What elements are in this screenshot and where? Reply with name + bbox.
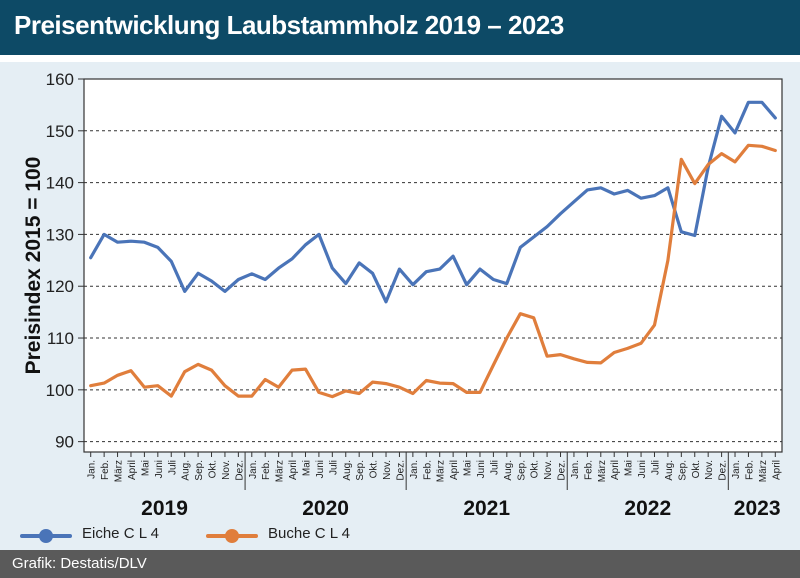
x-tick-label-14: März <box>275 460 286 482</box>
y-axis-label: Preisindex 2015 = 100 <box>22 157 45 375</box>
x-tick-label-29: Juni <box>476 460 487 478</box>
x-tick-label-20: Sep. <box>355 460 366 481</box>
x-tick-label-31: Aug. <box>503 460 514 481</box>
x-tick-label-44: Sep. <box>677 460 688 481</box>
x-tick-label-21: Okt. <box>369 460 380 478</box>
x-tick-label-41: Juni <box>637 460 648 478</box>
legend-label-buche: Buche C L 4 <box>268 525 350 542</box>
y-tick-label-140: 140 <box>46 174 74 193</box>
x-tick-label-4: Mai <box>140 460 151 476</box>
legend-marker-eiche <box>39 529 53 543</box>
x-tick-label-10: Nov. <box>221 460 232 480</box>
x-tick-label-7: Aug. <box>181 460 192 481</box>
x-tick-label-11: Dez. <box>234 460 245 481</box>
x-tick-label-51: April <box>771 460 782 480</box>
x-tick-label-30: Juli <box>489 460 500 475</box>
x-tick-label-12: Jan. <box>248 460 259 479</box>
x-tick-label-28: Mai <box>463 460 474 476</box>
y-tick-label-150: 150 <box>46 122 74 141</box>
x-tick-label-25: Feb. <box>422 460 433 480</box>
year-label-2019: 2019 <box>141 497 188 520</box>
year-label-2023: 2023 <box>734 497 781 520</box>
x-tick-label-24: Jan. <box>409 460 420 479</box>
x-tick-label-26: März <box>436 460 447 482</box>
x-tick-label-22: Nov. <box>382 460 393 480</box>
x-tick-label-23: Dez. <box>395 460 406 481</box>
x-tick-label-18: Juli <box>328 460 339 475</box>
y-tick-label-160: 160 <box>46 70 74 89</box>
year-label-2020: 2020 <box>302 497 349 520</box>
x-tick-label-37: Feb. <box>583 460 594 480</box>
x-tick-label-49: Feb. <box>744 460 755 480</box>
x-tick-label-40: Mai <box>624 460 635 476</box>
y-tick-label-110: 110 <box>47 329 74 348</box>
x-tick-label-8: Sep. <box>194 460 205 481</box>
x-tick-label-32: Sep. <box>516 460 527 481</box>
plot-area <box>84 79 782 452</box>
x-tick-label-16: Mai <box>301 460 312 476</box>
footer-bar: Grafik: Destatis/DLV <box>0 550 800 578</box>
x-tick-label-47: Dez. <box>718 460 729 481</box>
source-credit: Grafik: Destatis/DLV <box>12 555 147 572</box>
chart-title: Preisentwicklung Laubstammholz 2019 – 20… <box>14 10 564 40</box>
x-tick-label-3: April <box>127 460 138 480</box>
legend-marker-buche <box>225 529 239 543</box>
y-tick-label-120: 120 <box>46 277 74 296</box>
series-line-eiche <box>89 100 777 304</box>
x-tick-label-17: Juni <box>315 460 326 478</box>
x-tick-label-43: Aug. <box>664 460 675 481</box>
x-tick-label-36: Jan. <box>570 460 581 479</box>
x-tick-label-15: April <box>288 460 299 480</box>
x-tick-label-27: April <box>449 460 460 480</box>
legend-label-eiche: Eiche C L 4 <box>82 525 159 542</box>
price-index-chart: 90 100 110 120 130 140 150 160 Preisindex 2015 =… <box>22 70 783 520</box>
series-line-buche <box>89 143 777 399</box>
x-tick-label-5: Juni <box>154 460 165 478</box>
x-tick-label-50: März <box>758 460 769 482</box>
x-tick-label-13: Feb. <box>261 460 272 480</box>
plot-frame <box>83 78 783 453</box>
year-label-2021: 2021 <box>463 497 510 520</box>
x-tick-label-42: Juli <box>650 460 661 475</box>
x-tick-label-39: April <box>610 460 621 480</box>
y-tick-label-90: 90 <box>55 433 74 452</box>
x-tick-label-19: Aug. <box>342 460 353 481</box>
x-tick-label-1: Feb. <box>100 460 111 480</box>
x-tick-label-38: März <box>597 460 608 482</box>
x-tick-label-9: Okt. <box>208 460 219 478</box>
x-tick-label-6: Juli <box>167 460 178 475</box>
year-label-2022: 2022 <box>624 497 671 520</box>
x-tick-label-46: Nov. <box>704 460 715 480</box>
x-tick-label-33: Okt. <box>530 460 541 478</box>
x-tick-label-35: Dez. <box>557 460 568 481</box>
x-tick-label-48: Jan. <box>731 460 742 479</box>
x-tick-label-0: Jan. <box>87 460 98 479</box>
x-tick-label-34: Nov. <box>543 460 554 480</box>
title-bar: Preisentwicklung Laubstammholz 2019 – 20… <box>0 0 800 55</box>
x-tick-label-45: Okt. <box>691 460 702 478</box>
y-tick-label-130: 130 <box>46 225 74 244</box>
x-tick-label-2: März <box>114 460 125 482</box>
y-tick-label-100: 100 <box>46 381 74 400</box>
